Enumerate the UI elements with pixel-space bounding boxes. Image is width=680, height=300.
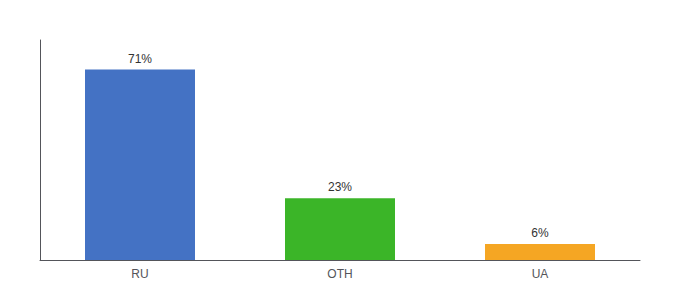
svg-text:OTH: OTH bbox=[327, 267, 352, 281]
svg-text:RU: RU bbox=[131, 267, 148, 281]
svg-text:23%: 23% bbox=[328, 180, 352, 194]
svg-text:71%: 71% bbox=[128, 52, 152, 66]
svg-text:6%: 6% bbox=[531, 226, 549, 240]
svg-text:UA: UA bbox=[532, 267, 549, 281]
